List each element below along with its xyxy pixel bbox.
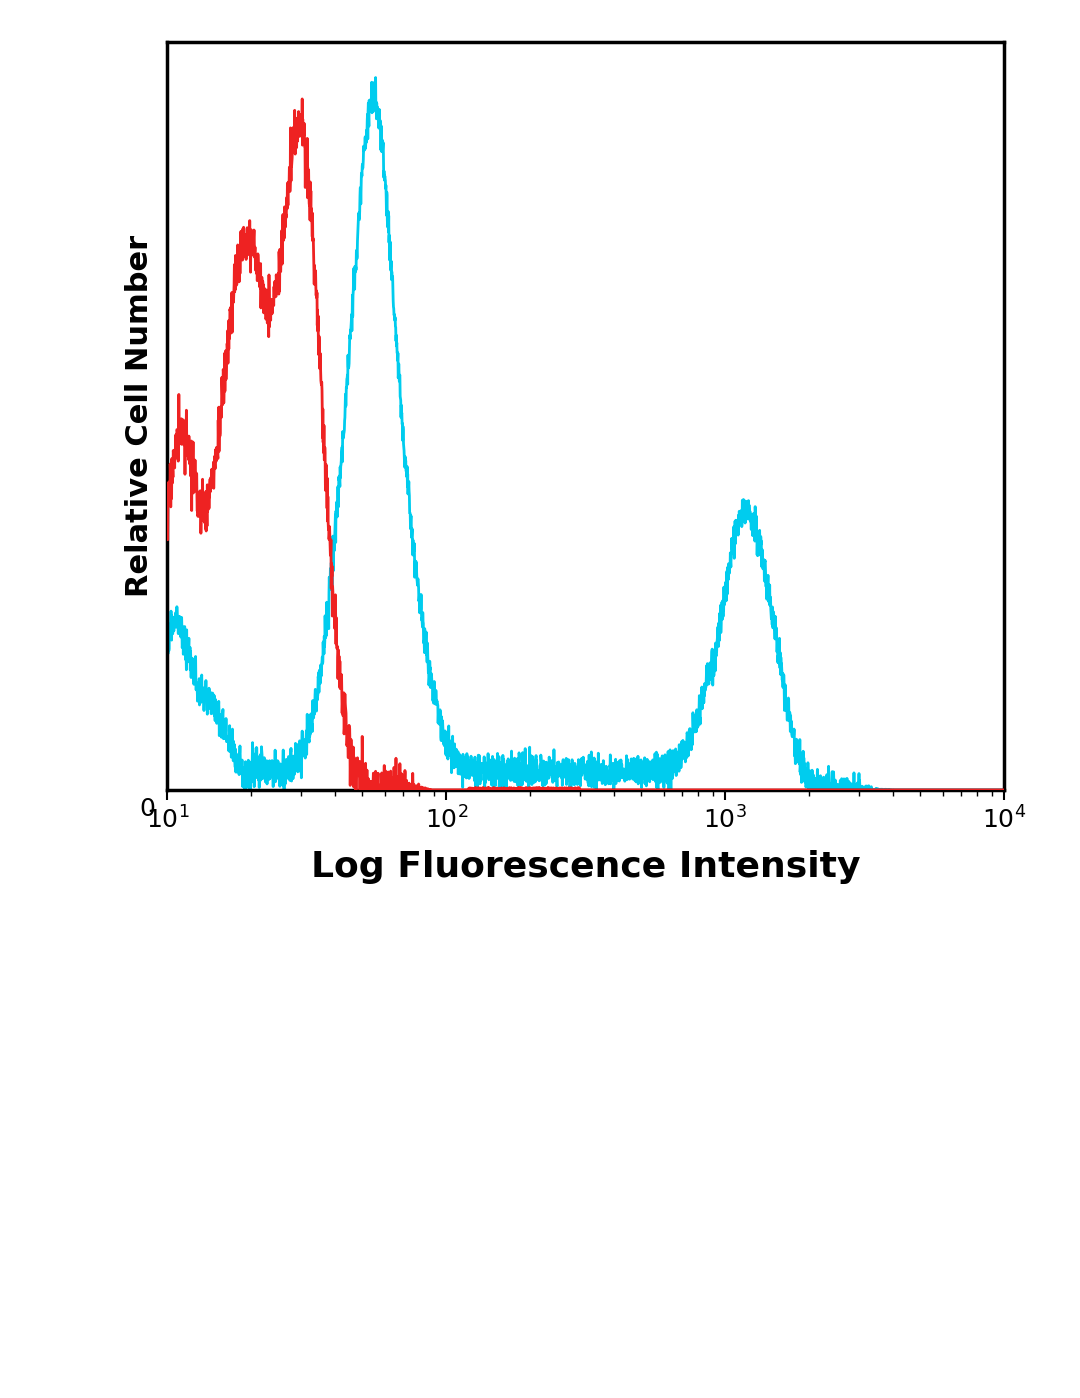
X-axis label: Log Fluorescence Intensity: Log Fluorescence Intensity — [311, 850, 861, 885]
Text: 0: 0 — [139, 797, 154, 822]
Y-axis label: Relative Cell Number: Relative Cell Number — [124, 235, 153, 597]
